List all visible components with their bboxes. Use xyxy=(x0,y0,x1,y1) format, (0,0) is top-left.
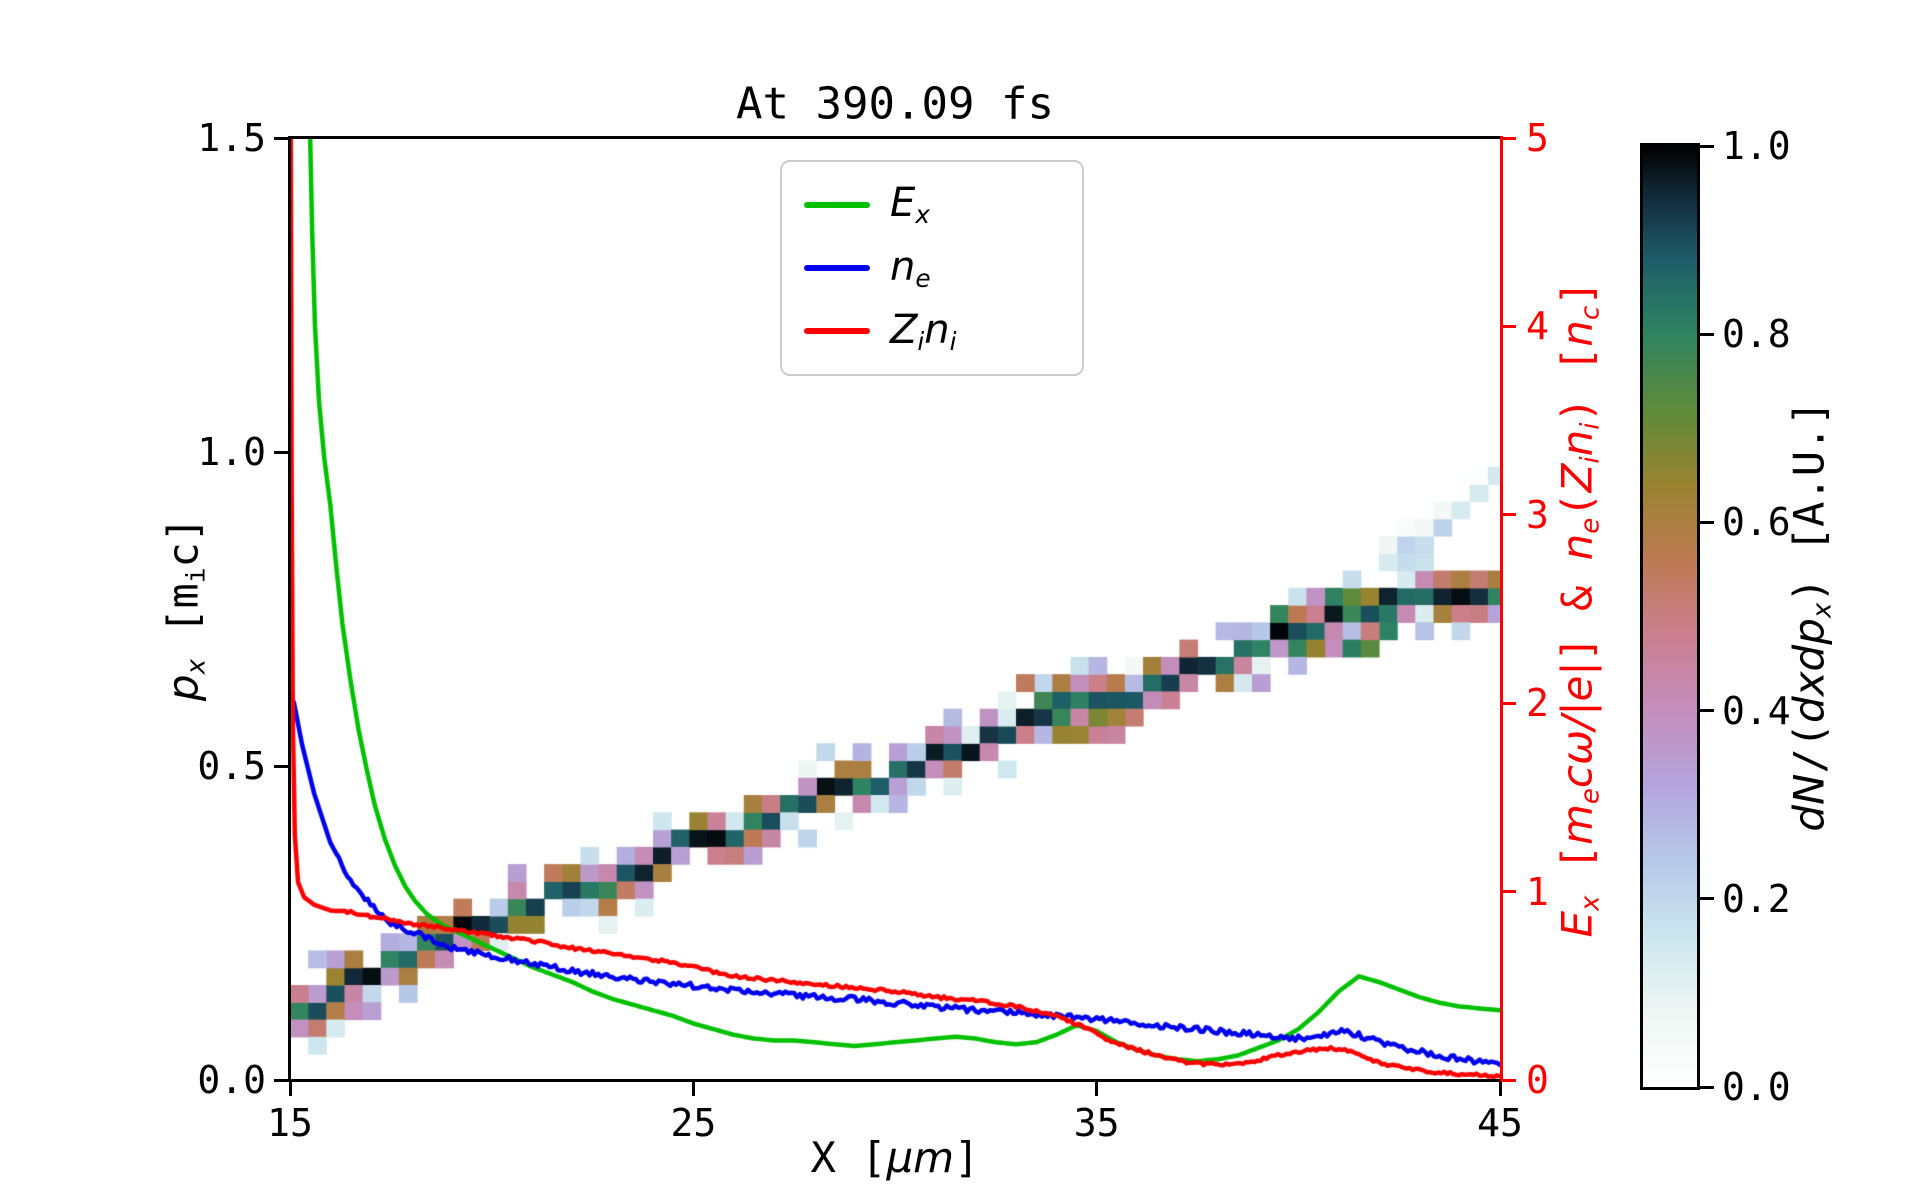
axis-spine-left xyxy=(288,136,291,1082)
tick-mark xyxy=(1700,1085,1714,1089)
x-axis-label: X [μm] xyxy=(811,1137,980,1179)
legend-item-ne: ne xyxy=(782,243,1082,293)
label-segment: x xyxy=(181,659,212,675)
colorbar-tick-label: 0.6 xyxy=(1722,500,1791,545)
label-segment: ( xyxy=(1552,492,1602,518)
label-segment: dN xyxy=(1784,773,1834,832)
legend-item-Ex: Ex xyxy=(782,180,1082,229)
tick-mark xyxy=(1501,890,1516,894)
label-segment: X [ xyxy=(810,1133,887,1182)
y-right-tick-label: 4 xyxy=(1526,304,1549,349)
label-segment: [m xyxy=(158,583,208,660)
label-segment: m xyxy=(1552,804,1602,846)
label-segment: i xyxy=(1575,456,1606,464)
legend-label: ne xyxy=(890,243,931,293)
y-right-axis-label: Ex [mecω/|e|] & ne(Zini) [nc] xyxy=(1552,280,1606,937)
label-segment: x xyxy=(1575,895,1606,911)
label-segment: E xyxy=(1552,911,1602,938)
plot-title: At 390.09 fs xyxy=(736,78,1054,130)
label-segment: μm xyxy=(886,1133,955,1182)
axis-spine-top xyxy=(288,136,1503,139)
tick-mark xyxy=(1501,513,1516,517)
tick-mark xyxy=(1095,1081,1099,1096)
label-segment: ] xyxy=(1552,280,1602,306)
label-segment: e xyxy=(1575,788,1606,805)
x-tick-label: 15 xyxy=(267,1101,313,1145)
legend-line-swatch xyxy=(804,328,870,335)
y-left-axis-label: px [mic] xyxy=(158,517,212,701)
legend-label: Ex xyxy=(890,180,930,230)
label-segment: ] xyxy=(954,1133,980,1182)
label-segment: n xyxy=(1552,429,1602,457)
tick-mark xyxy=(1501,1078,1516,1082)
tick-mark xyxy=(1700,144,1714,148)
label-segment: dxdp xyxy=(1784,618,1834,723)
legend-item-Zini: Zini xyxy=(782,307,1082,356)
tick-mark xyxy=(1501,136,1516,140)
label-segment: c] xyxy=(158,516,208,568)
label-segment: cω/|e| xyxy=(1552,661,1602,789)
label-segment: e xyxy=(1575,517,1606,534)
colorbar-tick-label: 1.0 xyxy=(1722,124,1791,168)
tick-mark xyxy=(274,136,289,140)
label-segment: n xyxy=(1552,533,1602,561)
tick-mark xyxy=(274,1078,289,1082)
legend-line-swatch xyxy=(804,201,870,208)
label-segment: x xyxy=(1807,602,1838,619)
tick-mark xyxy=(1700,520,1714,524)
tick-mark xyxy=(1498,1081,1502,1096)
y-left-tick-label: 0.0 xyxy=(197,1058,266,1102)
x-tick-label: 35 xyxy=(1073,1101,1120,1145)
label-segment: i xyxy=(1575,422,1606,430)
label-segment: ) [ xyxy=(1552,346,1602,423)
label-segment: ) xyxy=(1784,577,1834,603)
label-segment: [A.U.] xyxy=(1784,400,1834,578)
y-left-tick-label: 1.0 xyxy=(197,430,266,474)
y-right-tick-label: 0 xyxy=(1526,1058,1549,1102)
legend: Ex ne Zini xyxy=(780,160,1084,376)
label-segment: Z xyxy=(1552,463,1602,493)
y-right-tick-label: 2 xyxy=(1526,681,1549,726)
label-segment: p xyxy=(158,674,208,702)
y-right-tick-label: 1 xyxy=(1526,869,1549,914)
tick-mark xyxy=(1700,897,1714,901)
label-segment: n xyxy=(1552,320,1602,347)
x-tick-label: 25 xyxy=(670,1101,717,1145)
axis-spine-bottom xyxy=(288,1079,1503,1082)
colorbar-tick-label: 0.4 xyxy=(1722,688,1791,733)
colorbar-label: dN/(dxdpx) [A.U.] xyxy=(1784,400,1838,831)
label-segment: /( xyxy=(1784,722,1834,774)
tick-mark xyxy=(1700,709,1714,713)
tick-mark xyxy=(274,450,289,454)
legend-label: Zini xyxy=(890,306,957,356)
y-left-tick-label: 0.5 xyxy=(197,744,266,788)
colorbar xyxy=(1640,143,1700,1090)
label-segment: ] & xyxy=(1552,560,1602,662)
axis-spine-right xyxy=(1500,136,1503,1082)
colorbar-tick-label: 0.8 xyxy=(1722,312,1791,357)
tick-mark xyxy=(274,764,289,768)
y-left-tick-label: 1.5 xyxy=(197,116,266,160)
legend-line-swatch xyxy=(804,265,870,271)
y-right-tick-label: 3 xyxy=(1526,492,1549,537)
label-segment: i xyxy=(181,567,212,584)
label-segment: [ xyxy=(1552,845,1602,896)
colorbar-tick-label: 0.0 xyxy=(1722,1065,1791,1109)
colorbar-gradient xyxy=(1643,146,1697,1087)
tick-mark xyxy=(1501,324,1516,328)
tick-mark xyxy=(288,1081,292,1096)
tick-mark xyxy=(1501,701,1516,705)
y-right-tick-label: 5 xyxy=(1526,116,1549,160)
x-tick-label: 45 xyxy=(1477,1101,1523,1145)
colorbar-tick-label: 0.2 xyxy=(1722,876,1791,921)
tick-mark xyxy=(691,1081,695,1096)
label-segment: c xyxy=(1575,305,1606,321)
tick-mark xyxy=(1700,332,1714,336)
